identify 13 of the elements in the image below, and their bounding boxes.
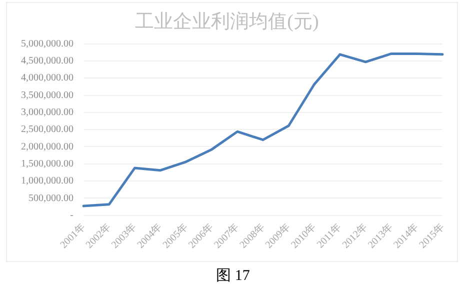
caption: 图 17 [215, 267, 251, 285]
chart-title: 工业企业利润均值(元) [135, 10, 319, 32]
y-tick-label: 1,000,000.00 [21, 176, 74, 187]
y-tick-label: 4,000,000.00 [21, 72, 74, 84]
y-tick-label: 4,500,000.00 [21, 56, 74, 67]
y-tick-label: 3,500,000.00 [21, 90, 74, 101]
y-tick-label: - [70, 210, 74, 221]
y-tick-label: 2,000,000.00 [21, 141, 74, 152]
y-tick-label: 500,000.00 [28, 192, 74, 204]
y-tick-label: 3,000,000.00 [21, 107, 74, 118]
y-tick-label: 2,500,000.00 [21, 124, 74, 136]
y-tick-label: 1,500,000.00 [21, 158, 74, 170]
y-tick-label: 5,000,000.00 [21, 38, 74, 50]
